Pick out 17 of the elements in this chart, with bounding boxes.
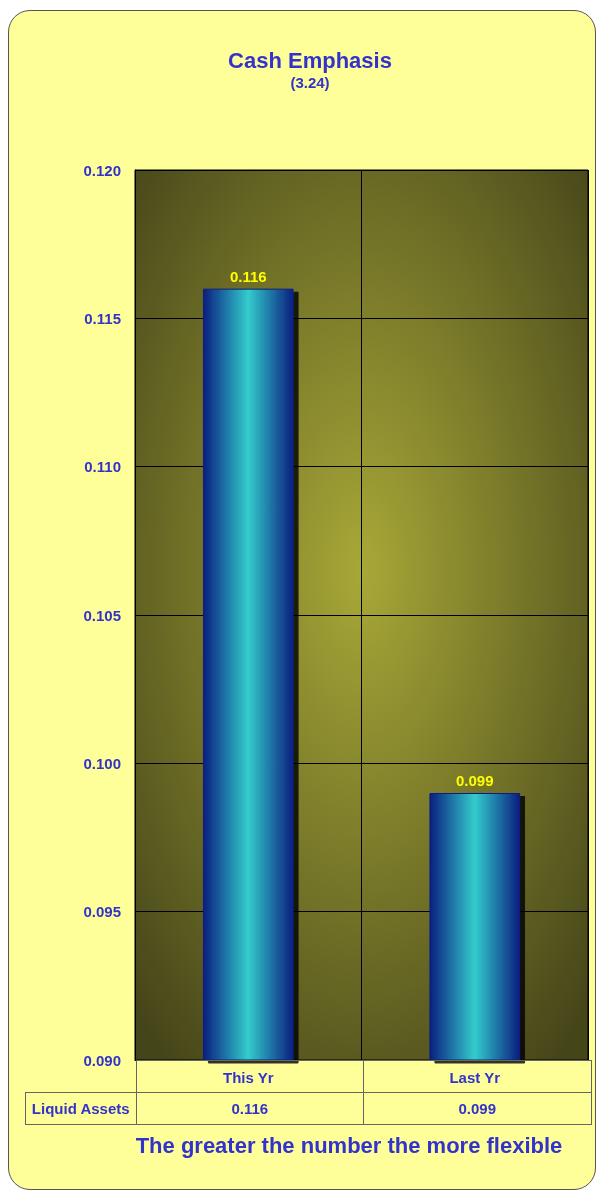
text: 0.116 [229,267,267,285]
x-tick-label: This Yr [222,1069,274,1086]
y-tick-label: 0.105 [83,606,121,624]
text: Liquid Assets [25,1092,136,1125]
chart-title: Cash Emphasis [228,47,392,73]
chart-subtitle: (3.24) [290,74,330,91]
y-tick-label: 0.110 [84,458,121,476]
y-tick-label: 0.090 [83,1051,121,1069]
y-tick-label: 0.100 [83,754,121,772]
y-tick-label: 0.115 [84,309,121,327]
text: The greater the number the more flexible [134,1133,564,1159]
data-label: 0.116 [136,1092,364,1125]
x-tick-label: Last Yr [449,1069,501,1086]
data-label: 0.099 [363,1092,591,1125]
text: 0.099 [455,772,494,789]
y-tick-label: 0.095 [83,903,121,921]
y-tick-label: 0.120 [83,161,121,179]
